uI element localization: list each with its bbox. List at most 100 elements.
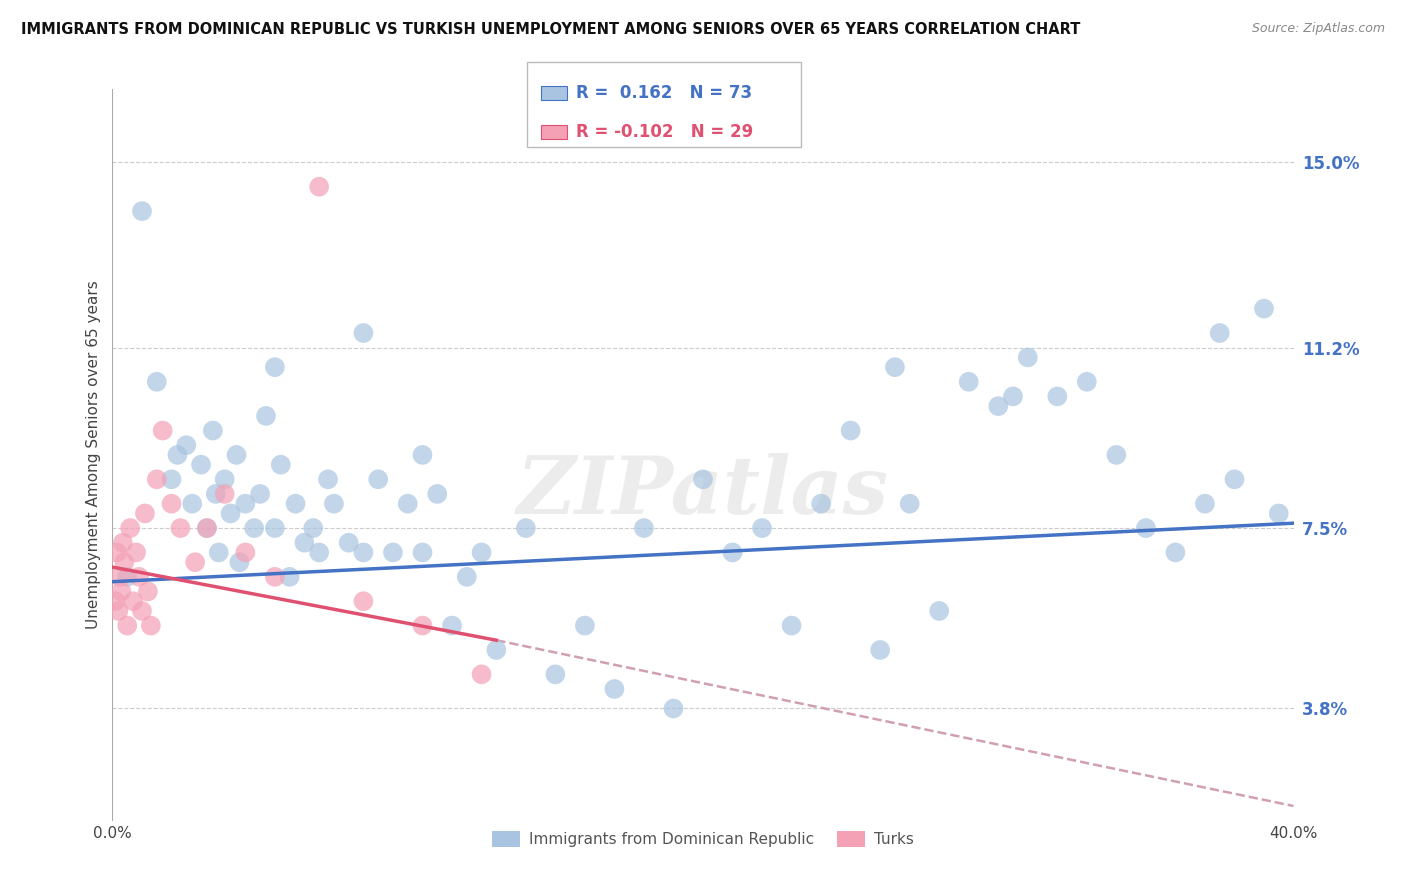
Point <box>254 409 277 423</box>
Point <box>316 472 339 486</box>
Point <box>136 584 159 599</box>
Point <box>898 497 921 511</box>
Point <box>117 570 138 584</box>
Text: R =  0.162   N = 73: R = 0.162 N = 73 <box>576 84 752 102</box>
Point <box>195 521 218 535</box>
Point <box>214 472 236 486</box>
Point <box>111 535 134 549</box>
Point <box>1268 507 1291 521</box>
Point <box>131 604 153 618</box>
Point <box>264 521 287 535</box>
Point <box>208 545 231 559</box>
Point <box>1076 375 1098 389</box>
Point <box>839 424 862 438</box>
Point <box>174 438 197 452</box>
Point <box>367 472 389 486</box>
Point <box>308 179 330 194</box>
Point <box>284 497 307 511</box>
Point <box>515 521 537 535</box>
Point <box>110 584 132 599</box>
Point <box>233 545 256 559</box>
Point <box>884 360 907 375</box>
Point <box>104 594 127 608</box>
Point <box>1001 389 1024 403</box>
Point <box>105 545 128 559</box>
Point <box>470 545 494 559</box>
Text: Source: ZipAtlas.com: Source: ZipAtlas.com <box>1251 22 1385 36</box>
Point <box>751 521 773 535</box>
Point <box>574 618 596 632</box>
Point <box>152 424 174 438</box>
Point <box>1223 472 1246 486</box>
Point <box>544 667 567 681</box>
Point <box>201 424 224 438</box>
Point <box>352 545 374 559</box>
Point <box>869 643 891 657</box>
Point <box>160 472 183 486</box>
Point <box>302 521 325 535</box>
Point <box>131 204 153 219</box>
Point <box>166 448 188 462</box>
Point <box>352 594 374 608</box>
Point <box>1164 545 1187 559</box>
Text: IMMIGRANTS FROM DOMINICAN REPUBLIC VS TURKISH UNEMPLOYMENT AMONG SENIORS OVER 65: IMMIGRANTS FROM DOMINICAN REPUBLIC VS TU… <box>21 22 1080 37</box>
Point <box>485 643 508 657</box>
Point <box>928 604 950 618</box>
Point <box>456 570 478 584</box>
Point <box>264 570 287 584</box>
Point <box>1135 521 1157 535</box>
Point <box>146 375 169 389</box>
Point <box>662 701 685 715</box>
Point <box>337 535 360 549</box>
Point <box>292 535 315 549</box>
Point <box>122 594 145 608</box>
Point <box>278 570 301 584</box>
Y-axis label: Unemployment Among Seniors over 65 years: Unemployment Among Seniors over 65 years <box>86 281 101 629</box>
Point <box>160 497 183 511</box>
Point <box>128 570 150 584</box>
Point <box>633 521 655 535</box>
Point <box>721 545 744 559</box>
Text: ZIPatlas: ZIPatlas <box>517 453 889 530</box>
Point <box>125 545 148 559</box>
Point <box>1208 326 1232 340</box>
Point <box>228 555 250 569</box>
Point <box>1046 389 1069 403</box>
Point <box>470 667 494 681</box>
Point <box>441 618 464 632</box>
Point <box>169 521 191 535</box>
Point <box>264 360 287 375</box>
Point <box>112 555 135 569</box>
Point <box>184 555 207 569</box>
Point <box>134 507 156 521</box>
Point <box>139 618 162 632</box>
Point <box>426 487 449 501</box>
Point <box>146 472 169 486</box>
Point <box>233 497 256 511</box>
Point <box>117 618 138 632</box>
Point <box>205 487 228 501</box>
Point <box>249 487 271 501</box>
Point <box>412 448 434 462</box>
Point <box>107 604 129 618</box>
Point <box>214 487 236 501</box>
Point <box>219 507 242 521</box>
Point <box>308 545 330 559</box>
Point <box>243 521 266 535</box>
Point <box>382 545 405 559</box>
Point <box>780 618 803 632</box>
Point <box>195 521 218 535</box>
Point <box>412 618 434 632</box>
Point <box>120 521 142 535</box>
Point <box>108 570 131 584</box>
Point <box>810 497 832 511</box>
Point <box>396 497 419 511</box>
Point <box>1105 448 1128 462</box>
Point <box>352 326 374 340</box>
Point <box>270 458 292 472</box>
Point <box>1253 301 1275 316</box>
Point <box>1194 497 1216 511</box>
Point <box>323 497 346 511</box>
Text: R = -0.102   N = 29: R = -0.102 N = 29 <box>576 123 754 141</box>
Point <box>603 681 626 696</box>
